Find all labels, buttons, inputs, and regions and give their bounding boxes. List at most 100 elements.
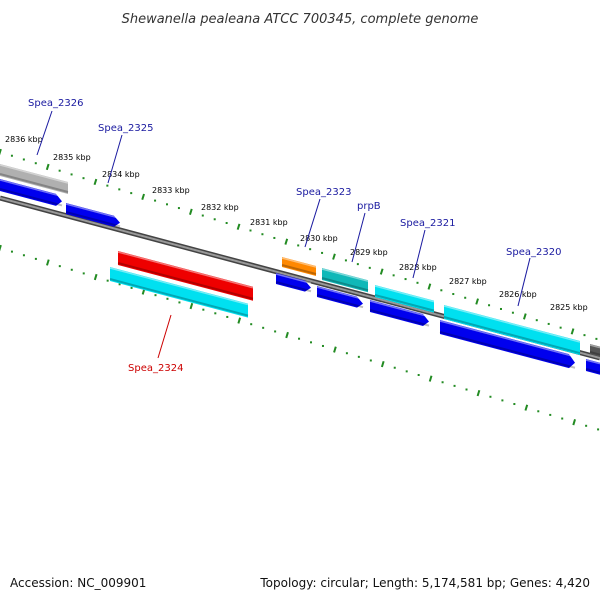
major-tick <box>332 253 336 260</box>
minor-tick <box>452 293 455 296</box>
feature-highlighted-red <box>118 251 253 301</box>
minor-tick <box>202 308 205 311</box>
kbp-label: 2831 kbp <box>250 218 288 227</box>
feature-cds-reverse <box>276 273 311 292</box>
leader-line <box>517 257 531 307</box>
minor-tick <box>488 304 491 307</box>
minor-tick <box>404 278 407 281</box>
minor-tick <box>547 322 550 325</box>
major-tick <box>333 346 337 353</box>
minor-tick <box>559 326 562 329</box>
kbp-label: 2829 kbp <box>350 248 388 257</box>
minor-tick <box>274 330 277 333</box>
major-tick <box>141 193 145 201</box>
feature-highlighted-red-highlight <box>117 251 254 289</box>
minor-tick <box>201 214 204 217</box>
minor-tick <box>583 334 586 337</box>
minor-tick <box>178 301 181 304</box>
leader-line <box>412 229 426 279</box>
minor-tick <box>177 207 180 210</box>
minor-tick <box>130 192 133 195</box>
feature-teal-shade <box>321 277 369 292</box>
kbp-label: 2834 kbp <box>102 170 140 179</box>
feature-dark-grey <box>590 344 600 357</box>
major-tick <box>46 259 50 266</box>
feature-cds-reverse-shade <box>275 281 312 293</box>
minor-tick <box>405 370 408 373</box>
map-title: Shewanella pealeana ATCC 700345, complet… <box>122 12 479 27</box>
kbp-label: 2825 kbp <box>550 303 588 312</box>
minor-tick <box>166 297 169 300</box>
minor-tick <box>130 286 133 289</box>
feature-cds-reverse <box>586 359 600 375</box>
minor-tick <box>489 395 492 398</box>
feature-cds-reverse-highlight <box>369 300 430 318</box>
leader-line <box>36 110 53 156</box>
major-tick <box>0 148 2 156</box>
topology-text: Topology: circular; Length: 5,174,581 bp… <box>260 576 590 590</box>
feature-cds-reverse <box>317 286 363 308</box>
major-tick <box>188 208 193 215</box>
minor-tick <box>213 218 216 221</box>
minor-tick <box>585 424 588 427</box>
minor-tick <box>549 413 552 416</box>
minor-tick <box>369 359 372 362</box>
minor-tick <box>344 259 347 262</box>
feature-cds-forward-shade <box>374 294 435 312</box>
feature-cds-reverse-shade <box>439 331 576 369</box>
minor-tick <box>513 403 516 406</box>
feature-cds-reverse-shade <box>0 188 63 207</box>
minor-tick <box>118 188 121 191</box>
minor-tick <box>595 337 598 340</box>
feature-orange <box>282 257 316 277</box>
accession-text: Accession: NC_009901 <box>10 576 147 590</box>
minor-tick <box>441 381 444 384</box>
minor-tick <box>249 229 252 232</box>
feature-cds-forward <box>444 305 580 356</box>
feature-cds-forward-inner-shade <box>109 278 249 317</box>
minor-tick <box>535 319 538 322</box>
gene-label: Spea_2321 <box>400 218 455 229</box>
minor-tick <box>10 250 13 253</box>
minor-tick <box>214 312 217 315</box>
feature-track <box>0 164 600 375</box>
feature-cds-reverse-highlight <box>585 359 600 365</box>
gene-labels: Spea_2326 Spea_2325 Spea_2323 prpB Spea_… <box>28 98 561 374</box>
feature-cds-reverse-highlight <box>316 286 364 300</box>
minor-tick <box>321 344 324 347</box>
major-tick <box>379 268 384 275</box>
minor-tick <box>165 203 168 206</box>
minor-tick <box>392 274 395 277</box>
minor-tick <box>22 158 25 161</box>
major-tick <box>428 375 433 382</box>
gene-label: Spea_2326 <box>28 98 83 109</box>
minor-tick <box>356 263 359 266</box>
minor-tick <box>58 265 61 268</box>
kbp-label: 2833 kbp <box>152 186 190 195</box>
minor-tick <box>70 268 73 271</box>
minor-tick <box>22 254 25 257</box>
minor-tick <box>537 410 540 413</box>
kbp-label: 2826 kbp <box>499 290 537 299</box>
kbp-label: 2836 kbp <box>5 135 43 144</box>
leader-line <box>351 212 366 263</box>
feature-cds-reverse-highlight <box>65 203 121 220</box>
minor-tick <box>273 236 276 239</box>
feature-teal <box>322 268 368 293</box>
minor-tick <box>106 279 109 282</box>
gene-leaders <box>36 110 531 359</box>
major-tick <box>522 313 527 320</box>
major-tick <box>427 283 432 290</box>
major-tick <box>45 163 50 171</box>
minor-tick <box>58 169 61 172</box>
kbp-label: 2828 kbp <box>399 263 437 272</box>
major-tick <box>284 238 289 245</box>
minor-tick <box>416 281 419 284</box>
feature-teal-highlight <box>321 268 369 282</box>
minor-tick <box>465 388 468 391</box>
gene-label: Spea_2320 <box>506 247 561 258</box>
minor-tick <box>501 399 504 402</box>
feature-cds-forward-inner-highlight <box>109 267 249 306</box>
minor-tick <box>321 251 324 254</box>
feature-grey-shade <box>0 173 69 193</box>
